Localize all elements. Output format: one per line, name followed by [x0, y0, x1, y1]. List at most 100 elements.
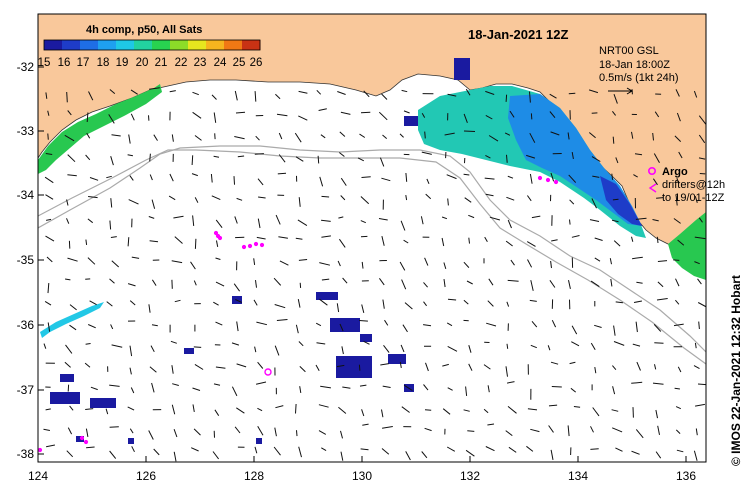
colorbar-tick-label: 23 [194, 57, 207, 69]
lat-label: -33 [17, 124, 35, 138]
current-vector [425, 410, 431, 411]
colorbar-swatch [116, 40, 135, 50]
current-vector [613, 199, 619, 200]
lat-label: -37 [17, 383, 35, 397]
colorbar-swatch [206, 40, 225, 50]
lon-label: 128 [244, 469, 264, 483]
current-vector [657, 237, 658, 243]
drifter-point [260, 243, 263, 246]
drifter-point [546, 178, 549, 181]
current-vector [673, 260, 679, 261]
lon-label: 132 [460, 469, 480, 483]
current-vector [318, 156, 319, 164]
drifter-point [38, 448, 41, 451]
current-vector [297, 430, 298, 436]
current-vector [195, 239, 196, 249]
current-vector [150, 154, 151, 162]
colorbar-swatch [152, 40, 171, 50]
colorbar-swatch [188, 40, 207, 50]
current-vector [675, 388, 680, 389]
lat-label: -36 [17, 318, 35, 332]
current-vector [464, 174, 470, 175]
current-vector [128, 237, 129, 246]
current-vector [507, 155, 508, 163]
lon-label: 130 [352, 469, 372, 483]
colorbar-swatch [242, 40, 261, 50]
imos-credit: © IMOS 22-Jan-2021 12:32 Hobart [729, 275, 743, 466]
current-vector [86, 344, 91, 345]
current-vector [570, 220, 571, 225]
drifters-legend-line1: drifters@12h [662, 179, 725, 191]
current-vector [48, 134, 49, 140]
current-vector [110, 427, 119, 428]
lat-label: -35 [17, 253, 35, 267]
colorbar-tick-label: 26 [250, 57, 263, 69]
gsl-legend-line1: NRT00 GSL [599, 45, 659, 57]
latitude-labels: -32 -33 -34 -35 -36 -37 -38 [17, 60, 35, 461]
current-vector [507, 344, 508, 349]
current-vector [467, 431, 474, 432]
colorbar-swatch [170, 40, 189, 50]
drifter-point [254, 242, 257, 245]
current-vector [67, 92, 68, 102]
drifter-point [80, 436, 83, 439]
current-vector [234, 176, 235, 185]
colorbar-swatch [62, 40, 81, 50]
lon-label: 124 [28, 469, 48, 483]
drifter-point [84, 440, 87, 443]
colorbar-swatch [80, 40, 99, 50]
map-date-label: 18-Jan-2021 12Z [468, 27, 569, 42]
drifters-legend-line2: to 19/01-12Z [662, 192, 725, 204]
current-vector [425, 132, 426, 139]
current-vector [359, 365, 360, 371]
current-vector [296, 404, 297, 414]
colorbar-tick-label: 18 [97, 57, 110, 69]
current-vector [255, 91, 256, 102]
colorbar-title: 4h comp, p50, All Sats [86, 24, 202, 36]
current-vector [699, 322, 700, 329]
current-vector [574, 407, 580, 408]
colorbar-tick-label: 17 [77, 57, 90, 69]
current-vector [698, 384, 706, 385]
current-vector [359, 321, 368, 322]
lat-label: -34 [17, 188, 35, 202]
current-vector [194, 347, 201, 348]
current-vector [322, 196, 330, 197]
current-vector [192, 155, 193, 165]
current-vector [552, 387, 562, 388]
colorbar-tick-label: 16 [58, 57, 71, 69]
gsl-legend-line3: 0.5m/s (1kt 24h) [599, 72, 678, 84]
current-vector [506, 95, 507, 102]
colorbar-swatch [44, 40, 63, 50]
current-vector [110, 221, 111, 230]
gsl-legend-line2: 18-Jan 18:00Z [599, 59, 670, 71]
current-vector [464, 131, 475, 132]
drifter-point [538, 176, 541, 179]
current-vector [86, 447, 95, 448]
argo-legend-label: Argo [662, 166, 688, 178]
lat-label: -32 [17, 60, 35, 74]
drifter-point [218, 236, 221, 239]
current-vector [469, 238, 470, 244]
current-vector [448, 199, 449, 206]
longitude-labels: 124 126 128 130 132 134 136 [28, 469, 696, 483]
colorbar-tick-label: 21 [155, 57, 168, 69]
colorbar-tick-label: 19 [116, 57, 129, 69]
current-vector [654, 343, 663, 344]
current-vector [590, 449, 598, 450]
current-vector [255, 154, 264, 155]
colorbar-swatches [44, 40, 261, 50]
current-vector [569, 93, 576, 94]
current-vector [87, 113, 88, 123]
drifter-point [248, 244, 251, 247]
colorbar-tick-label: 20 [136, 57, 149, 69]
current-vector [278, 173, 286, 174]
colorbar-swatch [134, 40, 153, 50]
colorbar-swatch [224, 40, 243, 50]
drifter-point [554, 180, 557, 183]
current-vector [613, 137, 614, 144]
colorbar-tick-label: 24 [214, 57, 227, 69]
lon-label: 126 [136, 469, 156, 483]
